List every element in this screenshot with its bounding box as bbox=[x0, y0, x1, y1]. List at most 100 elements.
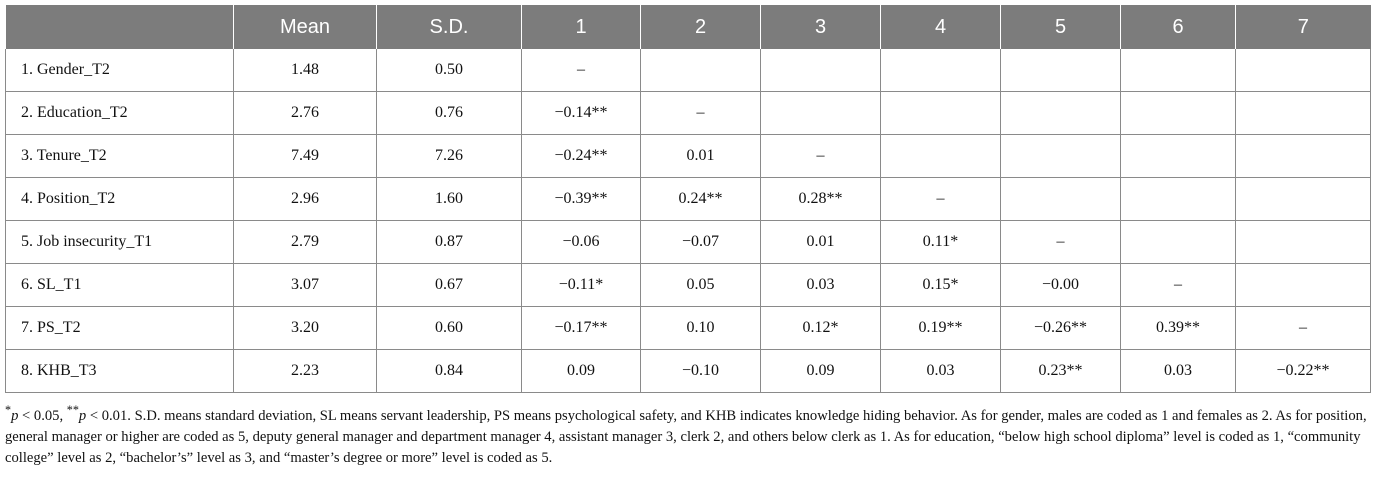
table-cell bbox=[1000, 177, 1121, 221]
header-cell: 7 bbox=[1235, 5, 1371, 49]
table-cell: 0.01 bbox=[640, 134, 761, 178]
table-cell: −0.10 bbox=[640, 349, 761, 393]
table-cell: – bbox=[880, 177, 1001, 221]
table-row: 7. PS_T2 3.20 0.60 −0.17** 0.10 0.12* 0.19** −0… bbox=[5, 306, 1371, 350]
table-cell bbox=[1235, 220, 1371, 264]
table-cell: 0.50 bbox=[376, 49, 522, 92]
table-cell: – bbox=[1235, 306, 1371, 350]
table-cell: −0.26** bbox=[1000, 306, 1121, 350]
table-cell: −0.07 bbox=[640, 220, 761, 264]
header-cell: 6 bbox=[1120, 5, 1236, 49]
table-row: 4. Position_T2 2.96 1.60 −0.39** 0.24** 0.28*… bbox=[5, 177, 1371, 221]
table-cell: −0.06 bbox=[521, 220, 641, 264]
header-cell: 1 bbox=[521, 5, 641, 49]
table-cell bbox=[1120, 91, 1236, 135]
table-cell: – bbox=[521, 49, 641, 92]
table-cell bbox=[1235, 177, 1371, 221]
footnote-mark-double: ** bbox=[66, 403, 79, 417]
table-cell bbox=[1000, 49, 1121, 92]
header-cell: 2 bbox=[640, 5, 761, 49]
table-cell: 0.67 bbox=[376, 263, 522, 307]
table-cell: 0.84 bbox=[376, 349, 522, 393]
header-cell: S.D. bbox=[376, 5, 522, 49]
table-cell bbox=[760, 91, 881, 135]
table-cell bbox=[1000, 91, 1121, 135]
footnote-text: S.D. means standard deviation, SL means … bbox=[5, 407, 1367, 466]
variable-name-cell: 2. Education_T2 bbox=[5, 91, 234, 135]
table-cell: 0.15* bbox=[880, 263, 1001, 307]
table-cell: 0.11* bbox=[880, 220, 1001, 264]
table-row: 6. SL_T1 3.07 0.67 −0.11* 0.05 0.03 0.15* −0.00… bbox=[5, 263, 1371, 307]
table-cell bbox=[640, 49, 761, 92]
table-cell: 0.76 bbox=[376, 91, 522, 135]
table-row: 3. Tenure_T2 7.49 7.26 −0.24** 0.01– bbox=[5, 134, 1371, 178]
table-cell: 7.26 bbox=[376, 134, 522, 178]
table-row: 8. KHB_T3 2.23 0.84 0.09 −0.10 0.09 0.03 0.23**… bbox=[5, 349, 1371, 393]
table-cell: 1.48 bbox=[233, 49, 377, 92]
table-cell: – bbox=[640, 91, 761, 135]
table-cell: 2.76 bbox=[233, 91, 377, 135]
table-cell: 2.23 bbox=[233, 349, 377, 393]
variable-name-cell: 8. KHB_T3 bbox=[5, 349, 234, 393]
variable-name-cell: 6. SL_T1 bbox=[5, 263, 234, 307]
table-cell: – bbox=[1120, 263, 1236, 307]
table-cell: 0.28** bbox=[760, 177, 881, 221]
footnote-threshold-2: < 0.01. bbox=[86, 407, 131, 424]
footnote-p-symbol: p bbox=[11, 407, 19, 424]
correlation-table: Mean S.D. 1 2 3 4 5 6 7 1. Gender_T2 1.48 0.50–2. … bbox=[5, 5, 1371, 393]
header-cell: Mean bbox=[233, 5, 377, 49]
table-cell: 2.79 bbox=[233, 220, 377, 264]
table-cell bbox=[880, 49, 1001, 92]
table-cell: 0.03 bbox=[880, 349, 1001, 393]
table-cell bbox=[1235, 263, 1371, 307]
header-cell: 5 bbox=[1000, 5, 1121, 49]
table-cell bbox=[1120, 220, 1236, 264]
table-cell: 0.87 bbox=[376, 220, 522, 264]
variable-name-cell: 3. Tenure_T2 bbox=[5, 134, 234, 178]
header-cell: 4 bbox=[880, 5, 1001, 49]
footnote-p-symbol: p bbox=[78, 407, 87, 424]
table-cell: 0.19** bbox=[880, 306, 1001, 350]
header-cell-variable bbox=[5, 5, 234, 49]
table-cell: −0.17** bbox=[521, 306, 641, 350]
table-cell: 0.09 bbox=[760, 349, 881, 393]
table-cell: 3.07 bbox=[233, 263, 377, 307]
table-cell: −0.11* bbox=[521, 263, 641, 307]
table-cell: 0.12* bbox=[760, 306, 881, 350]
table-footnote: *p < 0.05, **p < 0.01. S.D. means standa… bbox=[5, 400, 1367, 469]
table-cell bbox=[1235, 49, 1371, 92]
variable-name-cell: 4. Position_T2 bbox=[5, 177, 234, 221]
variable-name-cell: 7. PS_T2 bbox=[5, 306, 234, 350]
table-body: 1. Gender_T2 1.48 0.50–2. Education_T2 2.76… bbox=[5, 49, 1371, 393]
table-cell bbox=[1000, 134, 1121, 178]
footnote-mark-single: * bbox=[5, 403, 12, 417]
table-row: 2. Education_T2 2.76 0.76 −0.14** – bbox=[5, 91, 1371, 135]
table-cell: 2.96 bbox=[233, 177, 377, 221]
table-cell: 3.20 bbox=[233, 306, 377, 350]
table-cell bbox=[1120, 49, 1236, 92]
table-cell bbox=[1235, 134, 1371, 178]
table-cell: 1.60 bbox=[376, 177, 522, 221]
header-cell: 3 bbox=[760, 5, 881, 49]
table-cell: −0.14** bbox=[521, 91, 641, 135]
table-cell: −0.39** bbox=[521, 177, 641, 221]
table-row: 1. Gender_T2 1.48 0.50– bbox=[5, 49, 1371, 92]
table-cell: 0.10 bbox=[640, 306, 761, 350]
table-header: Mean S.D. 1 2 3 4 5 6 7 bbox=[5, 5, 1371, 49]
table-cell: 0.23** bbox=[1000, 349, 1121, 393]
table-cell: 0.60 bbox=[376, 306, 522, 350]
table-cell: −0.22** bbox=[1235, 349, 1371, 393]
table-cell bbox=[880, 91, 1001, 135]
table-cell: 0.01 bbox=[760, 220, 881, 264]
table-cell: – bbox=[1000, 220, 1121, 264]
table-cell: 0.03 bbox=[760, 263, 881, 307]
table-cell: 0.24** bbox=[640, 177, 761, 221]
table-cell bbox=[760, 49, 881, 92]
table-cell: 0.09 bbox=[521, 349, 641, 393]
header-row: Mean S.D. 1 2 3 4 5 6 7 bbox=[5, 5, 1371, 49]
table-cell bbox=[1120, 134, 1236, 178]
footnote-threshold-1: < 0.05, bbox=[18, 407, 67, 424]
table-cell bbox=[1120, 177, 1236, 221]
table-cell: 7.49 bbox=[233, 134, 377, 178]
table-cell: −0.24** bbox=[521, 134, 641, 178]
